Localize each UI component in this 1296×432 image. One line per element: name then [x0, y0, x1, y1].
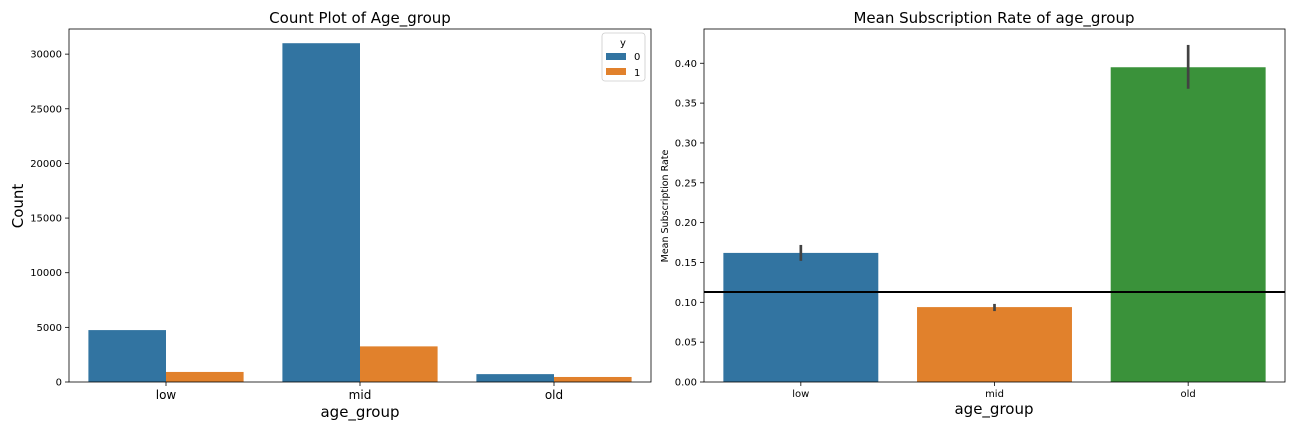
y-tick-label: 0.05 — [675, 338, 697, 349]
count-plot-title: Count Plot of Age_group — [269, 9, 451, 28]
bar-mid-series-1 — [360, 346, 438, 382]
legend-label-1: 1 — [634, 68, 640, 79]
count-plot-y-ticks: 0 5000 10000 15000 20000 25000 30000 — [30, 50, 69, 389]
mean-rate-plot-y-axis-label: Mean Subscription Rate — [660, 149, 671, 262]
legend-title: y — [620, 38, 626, 49]
y-tick-label: 0.25 — [675, 178, 697, 189]
bar-mid-series-0 — [282, 43, 360, 383]
x-tick-label: old — [545, 388, 563, 402]
y-tick-label: 0.15 — [675, 258, 697, 269]
bar-low-series-0 — [88, 330, 166, 382]
y-tick-label: 10000 — [30, 268, 62, 279]
y-tick-label: 0.30 — [675, 138, 697, 149]
bar-old-series-1 — [554, 376, 632, 382]
mean-rate-plot-x-ticks: low mid old — [792, 382, 1196, 400]
count-plot: Count Plot of Age_group 0 5000 10000 15000 2… — [9, 9, 652, 422]
y-tick-label: 0.35 — [675, 99, 697, 110]
bar-old-series-0 — [476, 374, 554, 382]
y-tick-label: 20000 — [30, 159, 62, 170]
count-plot-x-ticks: low mid old — [156, 382, 563, 402]
mean-rate-plot-x-axis-label: age_group — [954, 400, 1033, 419]
bar-mid — [917, 307, 1072, 382]
x-tick-label: mid — [349, 388, 372, 402]
y-tick-label: 0.20 — [675, 218, 697, 229]
legend-label-0: 0 — [634, 52, 640, 63]
legend-swatch-1 — [606, 68, 626, 75]
y-tick-label: 0 — [56, 378, 62, 389]
y-tick-label: 5000 — [37, 323, 62, 334]
mean-rate-plot-y-ticks: 0.00 0.05 0.10 0.15 0.20 0.25 0.30 0.35 0.40 — [675, 59, 704, 389]
x-tick-label: old — [1181, 389, 1196, 400]
y-tick-label: 25000 — [30, 104, 62, 115]
legend-swatch-0 — [606, 53, 626, 60]
y-tick-label: 15000 — [30, 214, 62, 225]
x-tick-label: low — [156, 388, 177, 402]
count-plot-x-axis-label: age_group — [320, 403, 399, 422]
y-tick-label: 0.10 — [675, 298, 697, 309]
mean-rate-plot-title: Mean Subscription Rate of age_group — [853, 9, 1134, 28]
y-tick-label: 0.40 — [675, 59, 697, 70]
x-tick-label: mid — [985, 389, 1004, 400]
count-plot-axes-frame — [68, 28, 652, 383]
count-plot-legend[interactable]: y 0 1 — [601, 32, 646, 82]
x-tick-label: low — [792, 389, 809, 400]
mean-rate-plot-error-bars — [799, 44, 1190, 312]
count-plot-y-axis-label: Count — [9, 184, 27, 229]
mean-rate-plot: Mean Subscription Rate of age_group 0.00… — [660, 9, 1286, 419]
y-tick-label: 30000 — [30, 50, 62, 61]
bar-old — [1110, 67, 1266, 383]
mean-rate-plot-bars — [723, 67, 1266, 383]
y-tick-label: 0.00 — [675, 378, 697, 389]
mean-rate-plot-axes-frame — [703, 28, 1286, 383]
count-plot-bars — [88, 43, 632, 383]
bar-low-series-1 — [166, 371, 244, 382]
bar-low — [723, 252, 879, 382]
